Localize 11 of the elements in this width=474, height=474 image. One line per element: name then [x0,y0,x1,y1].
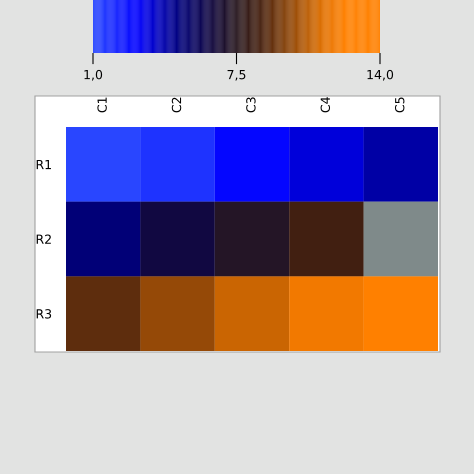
x-tick-label: C3 [246,97,256,112]
x-tick-label: C5 [394,98,404,112]
x-tick-label: C1 [97,98,107,112]
x-tick-label: C2 [172,98,182,112]
color-bar-label: 14,0 [367,70,394,81]
color-bar-label: 1,0 [84,70,102,81]
y-tick-label: R1 [36,160,51,170]
y-tick-label: R2 [36,234,51,244]
y-tick-label: R3 [36,309,52,319]
color-bar-label: 7,5 [228,70,246,81]
x-tick-label: C4 [320,97,330,112]
